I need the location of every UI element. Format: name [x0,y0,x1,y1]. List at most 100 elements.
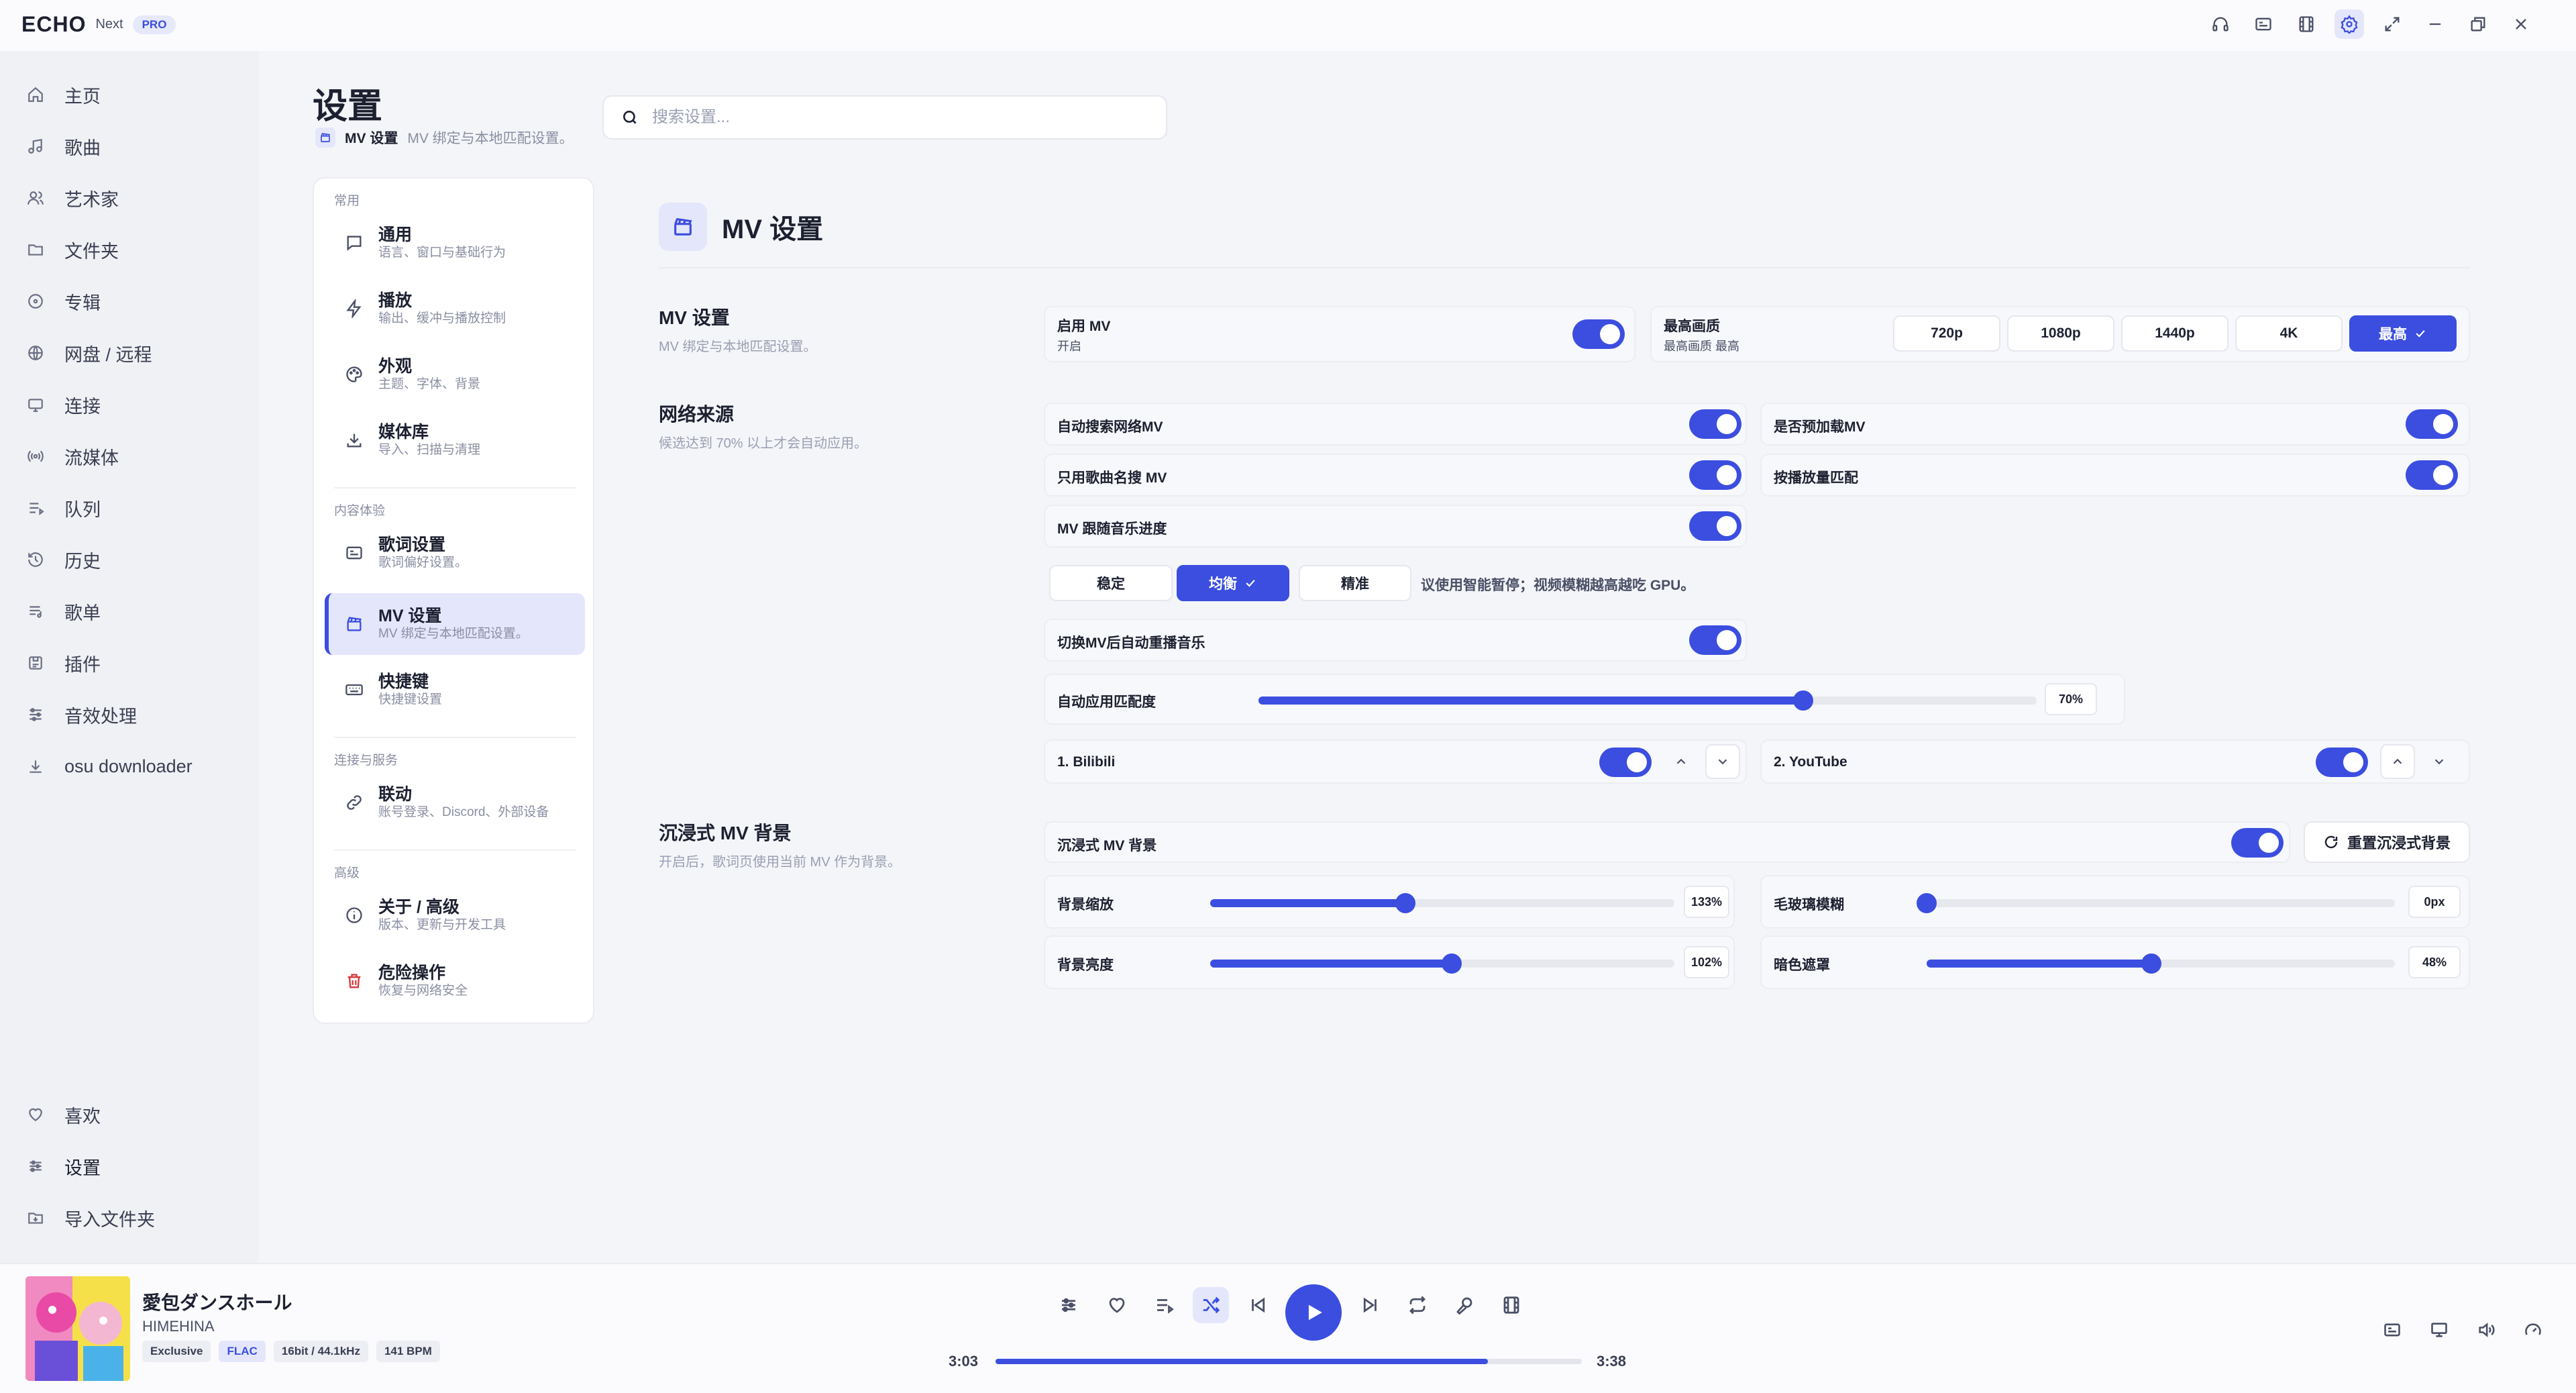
app-edition: Next [95,17,123,32]
bg-scale-slider[interactable] [1210,893,1674,913]
auto-search-toggle[interactable] [1689,409,1741,439]
dim-slider[interactable] [1927,953,2395,974]
nav-item-playlists[interactable]: 歌单 [27,595,101,628]
slider-knob[interactable] [2141,953,2162,974]
title-bar: ECHO Next PRO [0,0,2576,51]
output-device-button[interactable] [2423,1314,2455,1346]
nav-item-home[interactable]: 主页 [27,78,101,111]
next-button[interactable] [1352,1287,1389,1323]
settings-item-danger[interactable]: 危险操作 恢复与网络安全 [325,950,585,1012]
move-down-button[interactable] [1705,744,1740,779]
settings-item-integrations[interactable]: 联动 账号登录、Discord、外部设备 [325,772,585,833]
match-threshold-slider[interactable] [1258,690,2037,711]
move-up-button[interactable] [1664,744,1699,779]
quality-1440p-button[interactable]: 1440p [2121,315,2229,352]
previous-button[interactable] [1240,1287,1276,1323]
settings-item-library[interactable]: 媒体库 导入、扫描与清理 [325,409,585,471]
section-title: MV 设置 [722,215,824,244]
blur-slider[interactable] [1917,893,2395,913]
queue-button[interactable] [1146,1287,1182,1323]
repeat-button[interactable] [1399,1287,1436,1323]
slider-knob[interactable] [1793,690,1813,711]
match-by-count-toggle[interactable] [2406,460,2458,490]
minimize-icon[interactable] [2420,9,2450,39]
nav-item-queue[interactable]: 队列 [27,491,101,525]
lyrics-icon[interactable] [2249,9,2278,39]
match-threshold-value: 70% [2045,683,2097,715]
skip-back-icon [1252,1297,1265,1313]
chevron-up-icon [2393,758,2402,764]
mode-stable-button[interactable]: 稳定 [1049,565,1173,601]
film-icon[interactable] [2292,9,2321,39]
settings-item-playback[interactable]: 播放 输出、缓冲与播放控制 [325,278,585,340]
close-icon[interactable] [2506,9,2536,39]
slider-knob[interactable] [1917,893,1937,913]
restore-icon[interactable] [2463,9,2493,39]
elapsed-time: 3:03 [949,1353,979,1370]
slider-knob[interactable] [1441,953,1462,974]
nav-item-streaming[interactable]: 流媒体 [27,440,119,473]
reset-immersive-button[interactable]: 重置沉浸式背景 [2304,821,2470,863]
settings-item-shortcuts[interactable]: 快捷键 快捷键设置 [325,659,585,721]
mv-button[interactable] [1493,1287,1529,1323]
search-input[interactable] [652,108,1122,127]
quality-1080p-button[interactable]: 1080p [2007,315,2114,352]
nav-item-albums[interactable]: 专辑 [27,285,101,318]
settings-item-appearance[interactable]: 外观 主题、字体、背景 [325,344,585,405]
settings-item-mv[interactable]: MV 设置 MV 绑定与本地匹配设置。 [325,593,585,655]
expand-icon[interactable] [2377,9,2407,39]
quality-4k-button[interactable]: 4K [2235,315,2343,352]
song-artist[interactable]: HIMEHINA [142,1318,215,1335]
preload-toggle[interactable] [2406,409,2458,439]
play-button[interactable] [1285,1284,1342,1341]
song-title: 愛包ダンスホール [142,1292,292,1313]
mic-button[interactable] [1446,1287,1483,1323]
bilibili-toggle[interactable] [1599,747,1652,777]
shuffle-icon [1203,1296,1220,1314]
immersive-toggle[interactable] [2231,828,2284,858]
like-button[interactable] [1099,1287,1135,1323]
move-down-button[interactable] [2422,744,2457,779]
mode-balanced-button[interactable]: 均衡 [1177,565,1289,601]
restart-music-toggle[interactable] [1689,625,1741,655]
volume-button[interactable] [2470,1314,2502,1346]
settings-item-about[interactable]: 关于 / 高级 版本、更新与开发工具 [325,884,585,946]
headphones-icon[interactable] [2206,9,2235,39]
settings-item-lyrics[interactable]: 歌词设置 歌词偏好设置。 [325,522,585,584]
follow-progress-toggle[interactable] [1689,511,1741,541]
bg-brightness-slider[interactable] [1210,953,1674,974]
nav-item-songs[interactable]: 歌曲 [27,130,101,163]
nav-item-artists[interactable]: 艺术家 [27,181,119,215]
nav-item-history[interactable]: 历史 [27,543,101,576]
song-only-toggle[interactable] [1689,460,1741,490]
quality-720p-button[interactable]: 720p [1893,315,2000,352]
nav-item-osu-downloader[interactable]: osu downloader [27,750,193,783]
nav-item-audio-effects[interactable]: 音效处理 [27,698,137,731]
nav-item-favorites[interactable]: 喜欢 [27,1098,101,1131]
group-label-common: 常用 [334,194,360,208]
nav-item-cloud[interactable]: 网盘 / 远程 [27,336,152,370]
nav-item-plugins[interactable]: 插件 [27,646,101,680]
move-up-button[interactable] [2380,744,2415,779]
album-cover[interactable] [25,1276,130,1381]
slider-knob[interactable] [1395,893,1415,913]
progress-bar[interactable] [996,1359,1582,1364]
group-desc-mv: MV 绑定与本地匹配设置。 [659,340,817,354]
quality-max-button[interactable]: 最高 [2349,315,2457,352]
film-icon [1503,1296,1519,1314]
nav-item-settings[interactable]: 设置 [27,1149,101,1183]
speed-button[interactable] [2517,1314,2549,1346]
equalizer-button[interactable] [1051,1287,1087,1323]
settings-gear-icon[interactable] [2334,9,2364,39]
lyrics-button[interactable] [2376,1314,2408,1346]
youtube-toggle[interactable] [2316,747,2368,777]
mode-precise-button[interactable]: 精准 [1299,565,1411,601]
settings-item-general[interactable]: 通用 语言、窗口与基础行为 [325,212,585,274]
blur-row: 毛玻璃模糊 0px [1760,875,2470,929]
nav-item-connect[interactable]: 连接 [27,388,101,421]
nav-item-import-folder[interactable]: 导入文件夹 [27,1201,155,1235]
skip-forward-icon [1363,1297,1377,1313]
enable-mv-toggle[interactable] [1572,319,1625,349]
nav-item-folders[interactable]: 文件夹 [27,233,119,266]
shuffle-button[interactable] [1193,1287,1229,1323]
